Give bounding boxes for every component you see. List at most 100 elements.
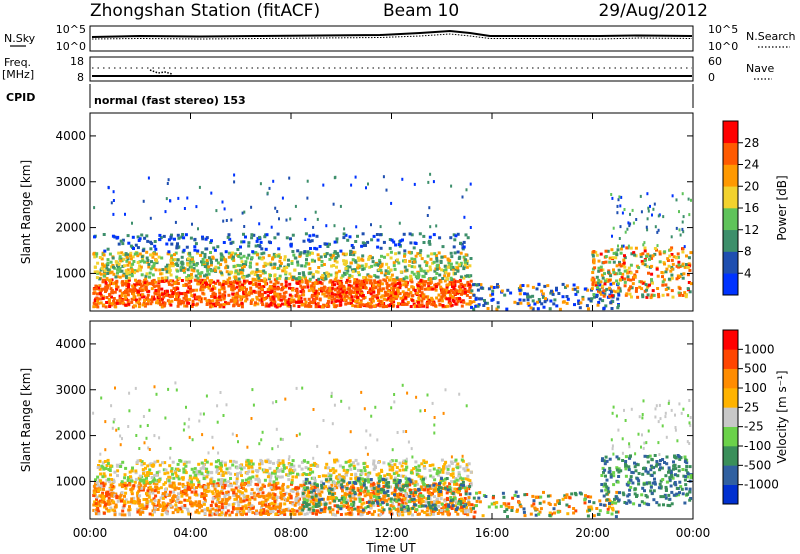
freq-tick-top: 18 [70,55,84,68]
echo-cell [143,504,147,508]
echo-cell [682,272,686,276]
echo-cell [348,235,352,239]
echo-cell [239,252,242,256]
echo-cell [386,293,389,296]
echo-cell [161,297,164,301]
echo-cell [625,269,629,273]
echo-cell [598,297,602,301]
echo-cell [681,262,685,266]
echo-cell [450,267,454,271]
echo-cell [289,496,293,500]
echo-cell [118,297,122,300]
echo-cell [369,504,373,507]
nsearch-label: N.Search [746,30,796,43]
echo-cell [153,506,157,510]
echo-cell [351,270,355,274]
echo-cell [183,267,187,271]
echo-cell [417,296,421,300]
echo-cell [371,299,375,303]
echo-cell [198,485,202,489]
echo-cell [210,304,214,308]
echo-cell [332,513,336,517]
echo-cell [398,286,402,290]
nsky-trace [91,29,693,38]
echo-cell [416,272,420,276]
echo-cell [288,272,292,276]
echo-cell [617,198,620,202]
echo-cell [521,284,525,287]
echo-cell [357,279,361,283]
echo-cell [152,481,156,485]
echo-cell [661,293,665,297]
echo-cell [412,288,416,291]
echo-cell [389,296,393,300]
echo-cell [304,232,308,236]
echo-cell [146,293,150,297]
echo-cell [409,275,413,279]
echo-cell [475,283,479,287]
echo-cell [537,282,541,286]
echo-cell [260,300,264,304]
echo-cell [126,500,130,504]
echo-cell [469,510,473,514]
echo-cell [314,210,317,214]
echo-cell [323,253,327,257]
echo-cell [469,226,472,229]
echo-cell [327,495,330,499]
echo-cell [220,460,224,464]
echo-cell [186,301,190,305]
echo-cell [312,233,316,237]
echo-cell [226,281,230,284]
echo-cell [224,513,228,517]
echo-cell [145,498,149,501]
echo-cell [284,491,288,495]
echo-cell [103,249,107,253]
echo-cell [434,285,438,289]
echo-cell [218,491,221,495]
echo-cell [207,265,211,269]
echo-cell [208,279,212,283]
echo-cell [432,180,435,184]
echo-cell [95,498,98,502]
echo-cell [362,501,366,505]
echo-cell [175,275,179,279]
echo-cell [274,280,278,284]
echo-cell [306,196,309,200]
echo-cell [208,513,212,517]
echo-cell [398,282,402,286]
echo-cell [310,476,314,480]
echo-cell [616,297,620,301]
echo-cell [271,501,274,505]
echo-cell [676,274,680,278]
echo-cell [151,273,155,277]
echo-cell [130,297,134,301]
nave-tick-top: 60 [708,55,722,68]
echo-cell [293,512,297,516]
echo-cell [220,500,224,503]
echo-cell [461,499,465,503]
echo-cell [163,278,167,282]
echo-cell [387,296,391,300]
echo-cell [142,283,146,287]
echo-cell [102,303,106,307]
echo-cell [266,294,270,298]
echo-cell [385,276,389,279]
echo-cell [328,501,332,505]
echo-cell [330,490,334,494]
echo-cell [687,281,691,284]
echo-cell [209,504,213,507]
echo-cell [635,287,638,290]
echo-cell [170,254,173,258]
echo-cell [167,238,171,242]
echo-cell [290,260,294,263]
echo-cell [640,260,644,264]
echo-cell [638,280,642,284]
echo-cell [388,238,392,241]
echo-cell [158,238,162,242]
echo-cell [369,279,373,283]
echo-cell [585,304,589,308]
echo-cell [451,267,455,271]
echo-cell [472,307,476,311]
echo-cell [128,513,131,517]
echo-cell [641,295,645,299]
